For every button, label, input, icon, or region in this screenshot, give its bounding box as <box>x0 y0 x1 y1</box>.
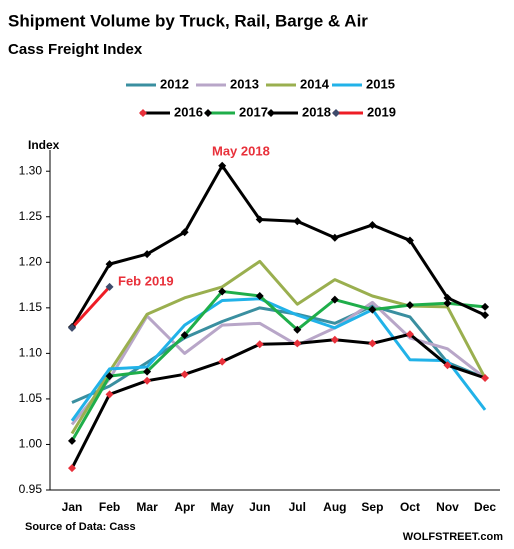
x-tick-label: Apr <box>174 500 195 514</box>
legend-marker <box>204 109 212 117</box>
x-tick-label: Feb <box>99 500 120 514</box>
x-tick-label: Sep <box>361 500 383 514</box>
series-line <box>70 332 486 469</box>
point-marker <box>143 367 152 376</box>
point-marker <box>105 372 114 381</box>
legend-marker <box>332 109 340 117</box>
point-marker <box>443 361 452 370</box>
x-tick-label: Jun <box>249 500 270 514</box>
annotation: Feb 2019 <box>118 273 174 288</box>
point-marker <box>293 325 302 334</box>
legend-label: 2017 <box>239 104 268 119</box>
y-tick-label: 0.95 <box>19 482 43 496</box>
y-tick-label: 1.15 <box>19 300 43 314</box>
point-marker <box>481 311 490 320</box>
point-marker <box>180 370 189 379</box>
legend-marker <box>267 109 275 117</box>
series-line <box>70 300 486 426</box>
point-marker <box>218 161 227 170</box>
series-line <box>70 297 487 422</box>
point-marker <box>255 291 264 300</box>
chart-subtitle: Cass Freight Index <box>8 41 143 58</box>
point-marker <box>443 293 452 302</box>
series-line <box>71 304 486 404</box>
legend-label: 2016 <box>174 104 203 119</box>
x-tick-label: Jul <box>289 500 306 514</box>
x-tick-label: Mar <box>136 500 158 514</box>
point-marker <box>330 233 339 242</box>
legend-label: 2015 <box>366 76 395 91</box>
point-marker <box>330 295 339 304</box>
credit: WOLFSTREET.com <box>403 531 503 543</box>
legend-label: 2019 <box>367 104 396 119</box>
annotation: May 2018 <box>212 143 270 158</box>
point-marker <box>105 390 114 399</box>
point-marker <box>180 228 189 237</box>
legend-label: 2012 <box>160 76 189 91</box>
x-tick-label: Nov <box>436 500 459 514</box>
point-marker <box>68 323 76 332</box>
series-line <box>70 289 486 442</box>
x-tick-label: May <box>211 500 235 514</box>
point-marker <box>405 301 414 310</box>
point-marker <box>255 340 264 349</box>
x-tick-label: Dec <box>474 500 496 514</box>
point-marker <box>293 217 302 226</box>
point-marker <box>481 373 490 382</box>
point-marker <box>368 339 377 348</box>
series-line <box>70 164 486 328</box>
y-tick-label: 1.30 <box>19 163 43 177</box>
point-marker <box>255 215 264 224</box>
series-line <box>70 285 111 329</box>
point-marker <box>143 250 152 259</box>
legend-marker <box>139 109 147 117</box>
point-marker <box>405 330 414 339</box>
y-axis-label: Index <box>28 138 60 152</box>
point-marker <box>330 335 339 344</box>
y-tick-label: 1.10 <box>19 346 43 360</box>
source: Source of Data: Cass <box>25 521 136 533</box>
point-marker <box>405 236 414 245</box>
point-marker <box>143 376 152 385</box>
point-marker <box>68 436 76 445</box>
y-tick-label: 1.00 <box>19 437 43 451</box>
x-tick-label: Aug <box>323 500 346 514</box>
point-marker <box>105 260 114 269</box>
x-tick-label: Jan <box>62 500 83 514</box>
legend-label: 2018 <box>302 104 331 119</box>
point-marker <box>180 331 189 340</box>
point-marker <box>68 464 76 473</box>
legend-label: 2013 <box>230 76 259 91</box>
point-marker <box>293 339 302 348</box>
y-tick-label: 1.05 <box>19 391 43 405</box>
y-tick-label: 1.25 <box>19 209 43 223</box>
point-marker <box>105 282 114 291</box>
point-marker <box>368 220 377 229</box>
point-marker <box>218 357 227 366</box>
y-tick-label: 1.20 <box>19 254 43 268</box>
point-marker <box>368 305 377 314</box>
point-marker <box>481 302 490 311</box>
point-marker <box>218 287 227 296</box>
legend-label: 2014 <box>300 76 330 91</box>
chart-title: Shipment Volume by Truck, Rail, Barge & … <box>8 11 368 30</box>
point-marker <box>443 299 452 308</box>
x-tick-label: Oct <box>400 500 420 514</box>
